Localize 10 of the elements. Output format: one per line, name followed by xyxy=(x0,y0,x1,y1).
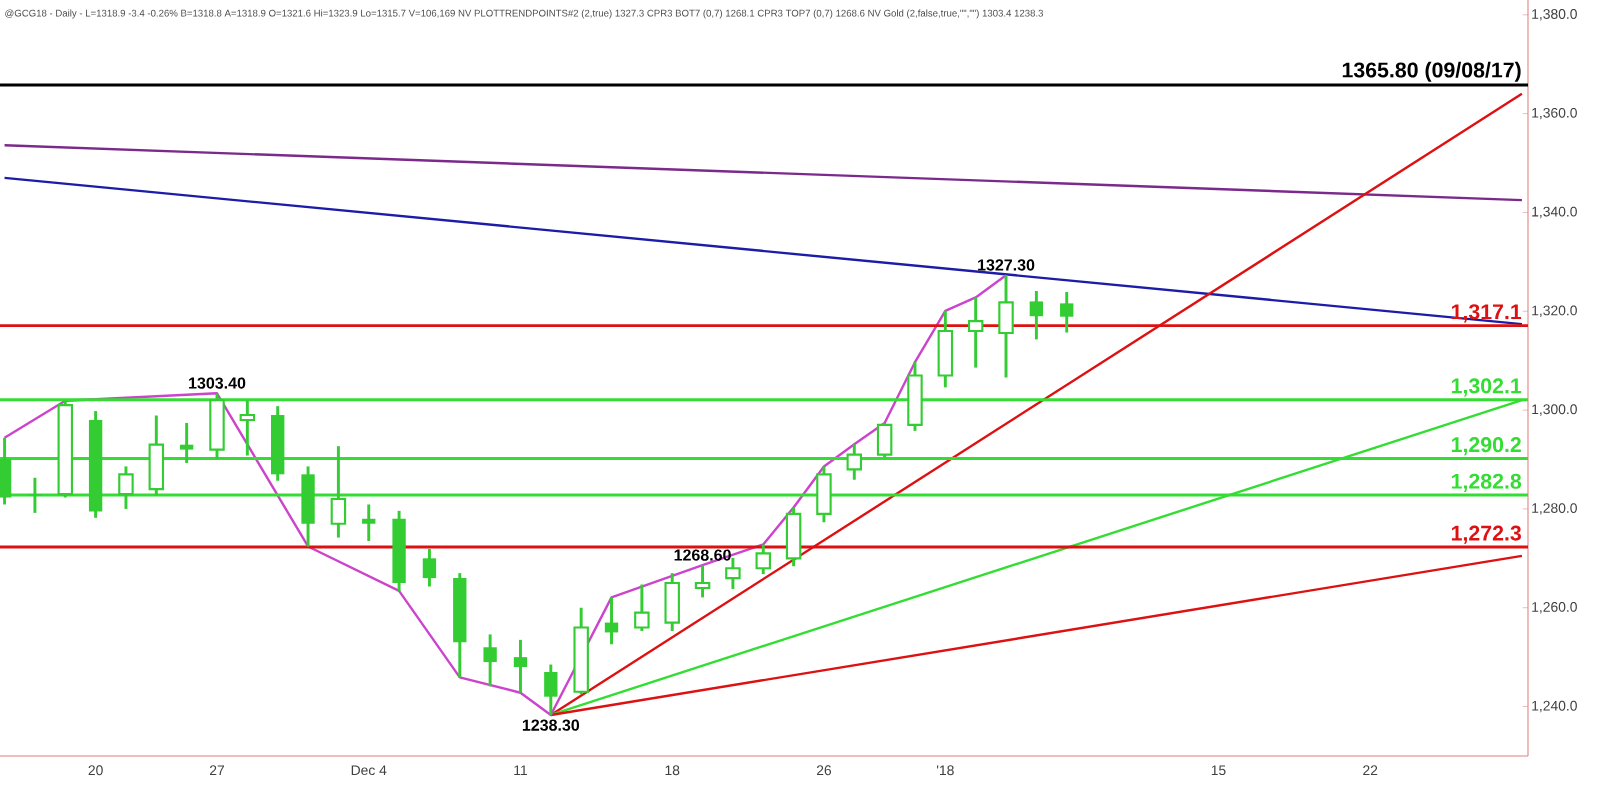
ref-line-label: 1,302.1 xyxy=(1451,378,1522,397)
ref-line-label: 1,317.1 xyxy=(1451,304,1522,323)
ref-line-label: 1,290.2 xyxy=(1451,437,1521,456)
annotation: 1238.30 xyxy=(522,719,580,731)
ref-line-label: 1,282.8 xyxy=(1451,473,1522,492)
annotation: 1327.30 xyxy=(978,259,1035,271)
annotation: 1268.60 xyxy=(674,549,731,561)
ref-line-label: 1365.80 (09/08/17) xyxy=(1342,61,1521,82)
annotation: 1303.40 xyxy=(189,377,246,389)
ref-line-label: 1,272.3 xyxy=(1451,525,1521,544)
